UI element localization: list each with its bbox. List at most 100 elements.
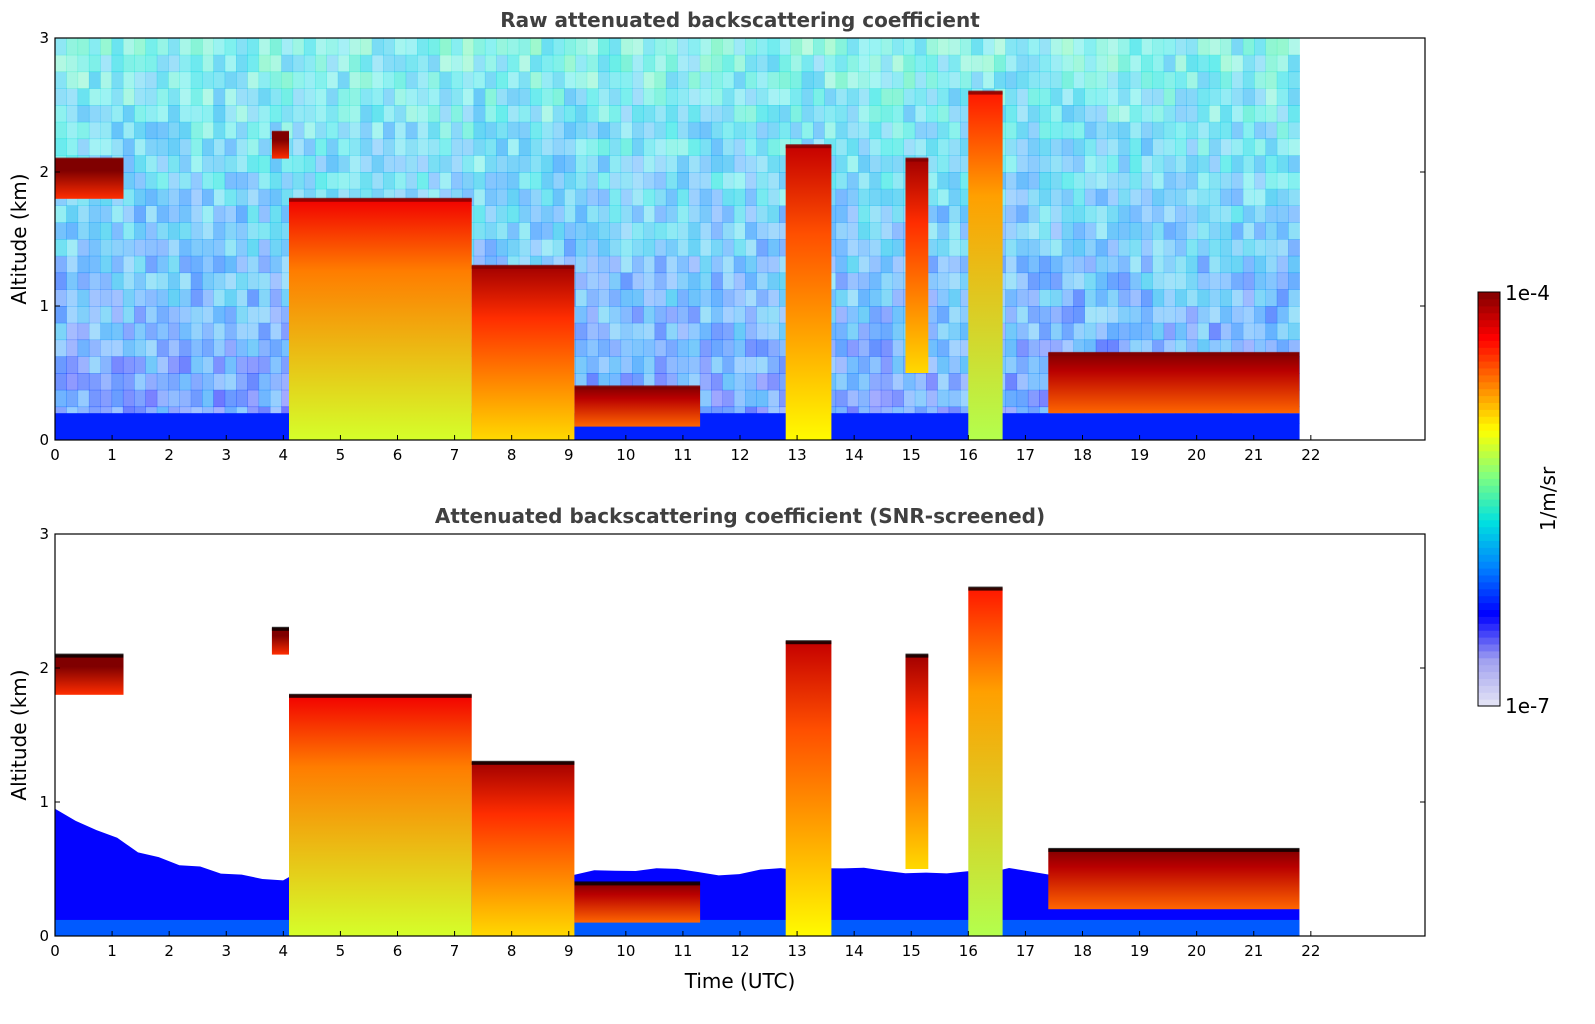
background-cell <box>756 222 769 240</box>
screened-x-ticks: 0 1 2 3 4 5 6 7 8 9 10 11 12 13 14 15 16 17 18 19 20 21 22 <box>50 931 1320 960</box>
background-cell <box>948 155 961 173</box>
background-cell <box>1276 322 1289 341</box>
background-cell <box>948 356 961 374</box>
background-cell <box>1265 138 1278 156</box>
background-cell <box>1005 38 1018 56</box>
background-cell <box>677 289 689 307</box>
background-cell <box>247 389 260 408</box>
background-cell <box>484 222 497 240</box>
background-cell <box>948 88 961 106</box>
background-cell <box>281 155 294 173</box>
background-cell <box>564 138 576 156</box>
background-cell <box>835 222 848 240</box>
background-cell <box>315 88 327 106</box>
background-cell <box>55 255 67 274</box>
background-cell <box>371 71 384 89</box>
background-cell <box>1129 239 1142 257</box>
background-cell <box>869 389 882 408</box>
background-cell <box>575 105 588 123</box>
background-cell <box>530 54 542 73</box>
background-cell <box>756 373 769 391</box>
background-cell <box>926 155 938 173</box>
background-cell <box>937 255 950 274</box>
background-cell <box>269 71 282 89</box>
background-cell <box>292 155 305 173</box>
background-cell <box>813 38 825 56</box>
background-cell <box>292 188 305 206</box>
background-cell <box>518 205 531 223</box>
background-cell <box>609 71 622 89</box>
background-cell <box>281 255 294 274</box>
background-cell <box>1152 306 1165 324</box>
background-cell <box>1027 138 1040 156</box>
background-cell <box>1175 155 1187 173</box>
background-cell <box>745 155 757 173</box>
background-cell <box>202 138 214 156</box>
background-cell <box>100 121 113 140</box>
background-cell <box>575 38 588 56</box>
background-cell <box>914 389 927 408</box>
background-cell <box>258 205 271 223</box>
background-cell <box>960 205 972 223</box>
background-cell <box>269 389 282 408</box>
cloud-top-edge <box>471 264 575 269</box>
background-cell <box>1276 188 1289 206</box>
background-cell <box>1254 188 1266 206</box>
background-cell <box>869 155 882 173</box>
background-cell <box>835 105 848 123</box>
background-cell <box>1231 339 1244 357</box>
background-cell <box>711 105 723 123</box>
background-cell <box>281 105 294 123</box>
background-cell <box>779 239 791 257</box>
background-cell <box>213 54 226 73</box>
background-cell <box>213 222 226 240</box>
background-cell <box>1050 71 1063 89</box>
background-cell <box>598 239 610 257</box>
background-cell <box>835 54 848 73</box>
background-cell <box>77 389 90 408</box>
background-cell <box>733 289 746 307</box>
background-cell <box>1276 272 1289 290</box>
background-cell <box>711 205 723 223</box>
background-cell <box>1095 289 1108 307</box>
colorbar-band <box>1478 485 1500 493</box>
background-cell <box>88 289 101 307</box>
background-cell <box>111 356 124 374</box>
colorbar-band <box>1478 699 1500 707</box>
background-cell <box>960 322 972 341</box>
background-cell <box>247 71 260 89</box>
background-cell <box>179 339 192 357</box>
background-cell <box>349 71 361 89</box>
background-cell <box>1039 322 1051 341</box>
background-cell <box>213 155 226 173</box>
background-cell <box>1231 205 1244 223</box>
background-cell <box>632 121 644 140</box>
background-cell <box>1084 339 1097 357</box>
background-cell <box>394 88 407 106</box>
background-cell <box>190 38 203 56</box>
background-cell <box>518 222 531 240</box>
background-cell <box>1095 339 1108 357</box>
background-cell <box>869 205 882 223</box>
background-cell <box>1208 322 1221 341</box>
background-cell <box>745 373 757 391</box>
cloud-top-edge <box>289 197 472 202</box>
background-cell <box>688 155 701 173</box>
background-cell <box>1175 239 1187 257</box>
background-cell <box>315 71 327 89</box>
background-cell <box>190 356 203 374</box>
background-cell <box>1141 71 1153 89</box>
background-cell <box>835 239 848 257</box>
background-cell <box>767 38 780 56</box>
background-cell <box>134 255 146 274</box>
background-cell <box>813 71 825 89</box>
background-cell <box>66 322 79 341</box>
background-cell <box>586 205 599 223</box>
background-cell <box>926 105 938 123</box>
background-cell <box>428 172 441 190</box>
background-cell <box>892 306 904 324</box>
background-cell <box>247 289 260 307</box>
background-cell <box>1073 322 1085 341</box>
background-cell <box>1163 289 1176 307</box>
background-cell <box>224 172 237 190</box>
